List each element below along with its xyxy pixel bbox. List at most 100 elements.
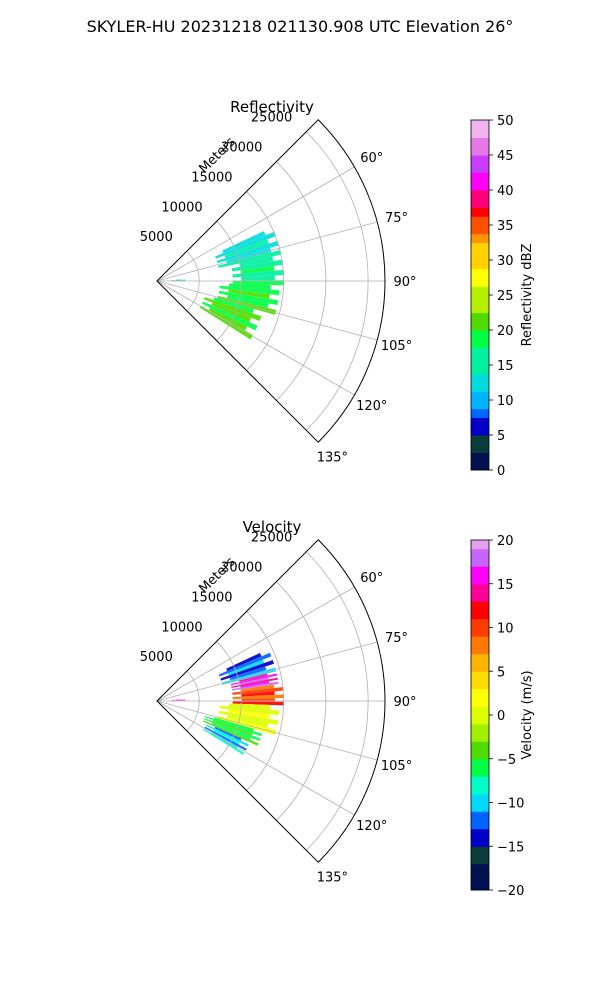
velocity-colorbar-segment — [471, 846, 489, 856]
velocity-colorbar-segment — [471, 732, 489, 742]
velocity-echo-cell — [241, 691, 275, 697]
velocity-colorbar-segment — [471, 548, 489, 558]
reflectivity-azimuth-tick-label: 60° — [360, 151, 383, 166]
velocity-colorbar-segment — [471, 715, 489, 725]
velocity-colorbar-segment — [471, 863, 489, 873]
reflectivity-azimuth-tick-label: 90° — [393, 275, 416, 290]
reflectivity-azimuth-tick-label: 75° — [385, 211, 408, 226]
reflectivity-echo-cell — [199, 305, 253, 340]
velocity-colorbar-label: Velocity (m/s) — [520, 670, 535, 759]
velocity-colorbar-tick-label: −10 — [497, 797, 524, 812]
velocity-echo-cell — [213, 717, 255, 732]
reflectivity-colorbar-segment — [471, 303, 489, 313]
velocity-colorbar-tick-label: 0 — [497, 709, 505, 724]
reflectivity-colorbar-segment — [471, 461, 489, 471]
reflectivity-echo-cell — [231, 259, 283, 272]
reflectivity-colorbar-segment — [471, 277, 489, 287]
reflectivity-colorbar-segment — [471, 365, 489, 375]
velocity-colorbar-segment — [471, 645, 489, 655]
reflectivity-echo-cell — [219, 285, 280, 296]
velocity-colorbar-segment — [471, 618, 489, 628]
velocity-colorbar-segment — [471, 820, 489, 830]
velocity-azimuth-tick-label: 90° — [393, 695, 416, 710]
reflectivity-colorbar-segment — [471, 373, 489, 383]
velocity-echo-cell — [232, 701, 285, 706]
velocity-colorbar-tick-label: 10 — [497, 622, 514, 637]
velocity-colorbar-segment — [471, 610, 489, 620]
reflectivity-colorbar-label: Reflectivity dBZ — [520, 244, 535, 347]
reflectivity-azimuth-tick-label: 105° — [381, 339, 412, 354]
velocity-echo-cell — [240, 684, 275, 692]
velocity-colorbar-segment — [471, 540, 489, 550]
reflectivity-echo-cell — [241, 275, 275, 281]
velocity-range-tick-label: 10000 — [161, 620, 202, 635]
reflectivity-colorbar-tick-label: 5 — [497, 429, 505, 444]
reflectivity-colorbar-segment — [471, 286, 489, 296]
reflectivity-range-tick-label: 25000 — [251, 111, 292, 126]
reflectivity-azimuth-line — [156, 166, 355, 282]
velocity-azimuth-tick-label: 135° — [317, 870, 348, 885]
reflectivity-colorbar-segment — [471, 321, 489, 331]
velocity-echo-cell — [218, 652, 272, 677]
reflectivity-echo-cell — [239, 256, 274, 267]
velocity-colorbar-segment — [471, 688, 489, 698]
reflectivity-echo-cell — [171, 280, 186, 281]
reflectivity-echo-cell — [216, 240, 279, 264]
reflectivity-colorbar-segment — [471, 356, 489, 366]
velocity-echo-cell — [219, 705, 280, 716]
reflectivity-colorbar-segment — [471, 251, 489, 261]
velocity-echo-cell — [176, 699, 181, 700]
reflectivity-colorbar-segment — [471, 172, 489, 182]
reflectivity-colorbar-tick-label: 35 — [497, 219, 514, 234]
velocity-echo-cell — [239, 677, 269, 685]
velocity-azimuth-tick-label: 105° — [381, 759, 412, 774]
reflectivity-azimuth-line — [156, 221, 378, 282]
reflectivity-colorbar-tick-label: 40 — [497, 184, 514, 199]
velocity-colorbar-segment — [471, 592, 489, 602]
velocity-echo-cell — [218, 710, 279, 726]
velocity-echo-cell — [212, 720, 253, 736]
reflectivity-colorbar-segment — [471, 233, 489, 243]
reflectivity-echo-cell — [176, 279, 181, 280]
velocity-echo-cell — [171, 700, 186, 701]
velocity-echo-cell — [228, 659, 265, 676]
reflectivity-colorbar-tick-label: 30 — [497, 254, 514, 269]
velocity-colorbar-segment — [471, 785, 489, 795]
velocity-range-tick-label: 25000 — [251, 531, 292, 546]
reflectivity-panel-title: Reflectivity — [230, 98, 314, 116]
reflectivity-panel: Reflectivity Meters Reflectivity dBZ 500… — [140, 98, 535, 479]
velocity-azimuth-line — [156, 641, 378, 702]
reflectivity-echo-cell — [232, 269, 284, 278]
reflectivity-sector-frame — [156, 119, 386, 443]
reflectivity-colorbar-tick-label: 20 — [497, 324, 514, 339]
velocity-colorbar-segment — [471, 837, 489, 847]
velocity-echo-cell — [202, 720, 259, 746]
velocity-colorbar-segment — [471, 697, 489, 707]
reflectivity-colorbar-segment — [471, 216, 489, 226]
reflectivity-echo-cell — [222, 231, 266, 254]
reflectivity-echo-cell — [211, 302, 252, 323]
velocity-azimuth-tick-label: 120° — [356, 819, 387, 834]
velocity-colorbar-segment — [471, 793, 489, 803]
reflectivity-echo-cell — [213, 297, 255, 314]
reflectivity-colorbar-tick-label: 25 — [497, 289, 514, 304]
reflectivity-range-tick-label: 5000 — [140, 230, 173, 245]
reflectivity-echo-cell — [228, 289, 270, 299]
velocity-echo-cell — [230, 673, 278, 686]
reflectivity-colorbar-segment — [471, 426, 489, 436]
velocity-colorbar-segment — [471, 566, 489, 576]
reflectivity-colorbar-segment — [471, 330, 489, 340]
velocity-colorbar-tick-label: 15 — [497, 578, 514, 593]
velocity-azimuth-tick-label: 75° — [385, 631, 408, 646]
velocity-colorbar-segment — [471, 741, 489, 751]
reflectivity-azimuth-line — [156, 280, 378, 341]
velocity-colorbar-segment — [471, 557, 489, 567]
reflectivity-colorbar-segment — [471, 120, 489, 130]
velocity-colorbar-segment — [471, 881, 489, 891]
reflectivity-colorbar-segment — [471, 452, 489, 462]
reflectivity-colorbar-segment — [471, 268, 489, 278]
reflectivity-colorbar-segment — [471, 242, 489, 252]
reflectivity-colorbar-segment — [471, 312, 489, 322]
velocity-echo-layer — [170, 652, 285, 755]
